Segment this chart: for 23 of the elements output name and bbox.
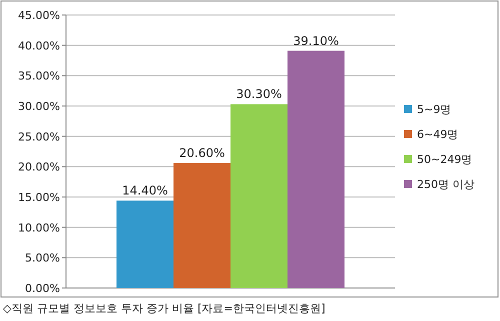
- y-tick-label: 25.00%: [18, 130, 60, 144]
- y-tick-label: 5.00%: [25, 252, 60, 265]
- legend-label: 6~49명: [417, 128, 458, 141]
- bar: [230, 104, 288, 288]
- y-tick-label: 35.00%: [18, 70, 60, 83]
- y-tick-label: 20.00%: [18, 160, 60, 174]
- data-label: 30.30%: [236, 87, 282, 102]
- text: ◇직원 규모별 정보보호 투자 증가 비율 [자료=한국인터넷진흥원]: [3, 302, 326, 315]
- bar: [288, 50, 344, 288]
- y-tick-label: 0.00%: [25, 282, 60, 295]
- legend-label: 250명 이상: [417, 178, 474, 191]
- data-label: 20.60%: [179, 146, 225, 160]
- legend-label: 50~249명: [417, 153, 472, 166]
- y-tick-label: 30.00%: [18, 100, 60, 113]
- bar: [116, 200, 174, 288]
- bar: [174, 163, 230, 288]
- y-tick-label: 40.00%: [18, 39, 60, 52]
- y-tick-label: 45.00%: [18, 9, 60, 22]
- y-tick-label: 15.00%: [18, 191, 60, 204]
- data-label: 39.10%: [293, 34, 339, 48]
- data-label: 14.40%: [122, 184, 168, 198]
- y-tick-label: 10.00%: [18, 221, 60, 234]
- legend-label: 5~9명: [417, 103, 452, 116]
